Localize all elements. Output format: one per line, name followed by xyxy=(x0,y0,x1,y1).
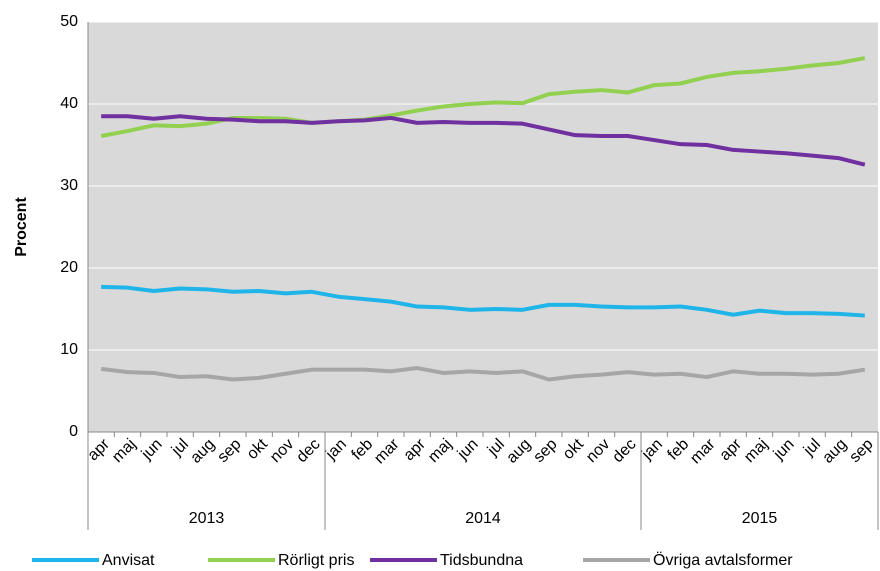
x-tick-label: mar xyxy=(371,435,403,467)
series-line xyxy=(100,366,866,382)
y-tick-label: 40 xyxy=(60,95,78,112)
x-tick-label: sep xyxy=(846,436,876,466)
x-tick-label: okt xyxy=(244,435,272,463)
y-tick-label: 30 xyxy=(60,177,78,194)
legend-label: Övriga avtalsformer xyxy=(653,551,793,569)
x-tick-label: jun xyxy=(770,436,798,464)
x-tick-label: aug xyxy=(819,436,850,467)
series-line xyxy=(101,284,865,318)
x-tick-label: jan xyxy=(638,436,666,464)
x-tick-label: dec xyxy=(293,436,323,466)
x-tick-label: aug xyxy=(503,436,534,467)
x-tick-label: jun xyxy=(454,436,482,464)
y-tick-label: 20 xyxy=(60,259,78,276)
x-tick-label: dec xyxy=(609,436,639,466)
x-tick-label: apr xyxy=(401,435,430,464)
x-tick-label: okt xyxy=(560,435,588,463)
y-tick-label: 0 xyxy=(69,423,78,440)
x-tick-label: nov xyxy=(583,436,613,466)
x-tick-label: maj xyxy=(741,436,771,466)
legend-label: Tidsbundna xyxy=(440,552,523,569)
y-tick-label: 10 xyxy=(60,341,78,358)
series-line xyxy=(101,114,866,167)
x-tick-label: maj xyxy=(425,436,455,466)
x-tick-label: feb xyxy=(349,436,377,464)
x-tick-label: sep xyxy=(530,436,560,466)
x-tick-label: sep xyxy=(214,436,244,466)
x-tick-label: mar xyxy=(687,435,719,467)
x-tick-label: maj xyxy=(109,436,139,466)
x-tick-label: aug xyxy=(187,436,218,467)
x-tick-label: jun xyxy=(138,436,166,464)
legend-label: Rörligt pris xyxy=(278,552,354,569)
group-label: 2015 xyxy=(742,510,778,527)
plot-area xyxy=(88,22,878,432)
x-tick-label: apr xyxy=(85,435,114,464)
x-tick-label: feb xyxy=(665,436,693,464)
y-axis-label: Procent xyxy=(13,197,30,257)
group-label: 2013 xyxy=(189,510,225,527)
x-tick-label: nov xyxy=(267,436,297,466)
y-tick-label: 50 xyxy=(60,13,78,30)
x-tick-label: apr xyxy=(717,435,746,464)
legend-label: Anvisat xyxy=(102,552,155,569)
x-tick-label: jan xyxy=(322,436,350,464)
group-label: 2014 xyxy=(465,510,501,527)
